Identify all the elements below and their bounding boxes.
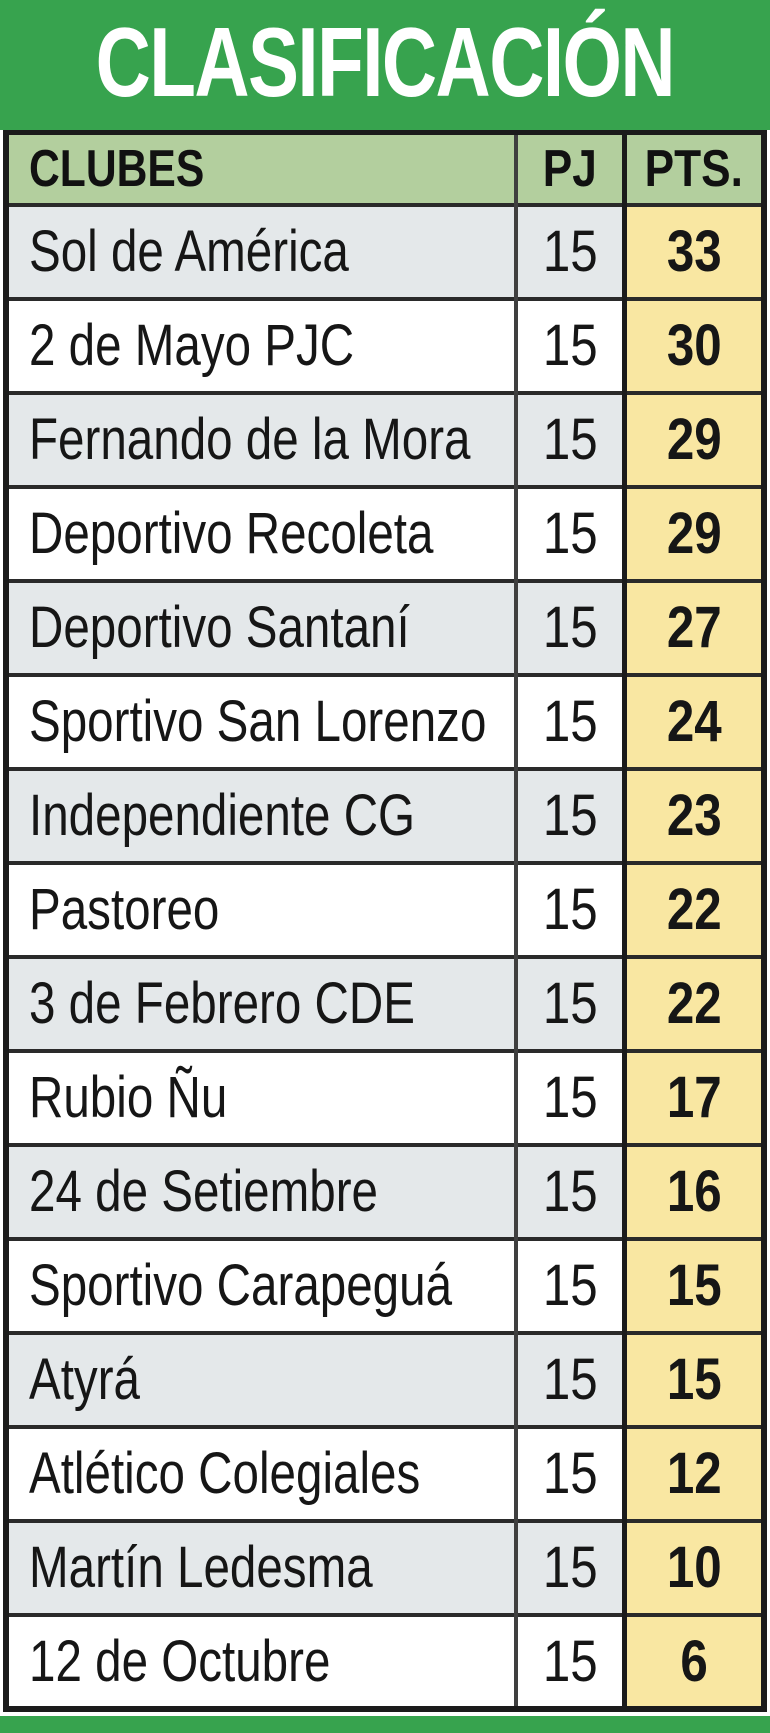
pts-cell: 10 bbox=[622, 1518, 764, 1615]
table-row: Sol de América 15 33 bbox=[6, 202, 764, 299]
pj-cell: 15 bbox=[514, 1612, 625, 1709]
table-row: 3 de Febrero CDE 15 22 bbox=[6, 954, 764, 1051]
club-cell: Atyrá bbox=[6, 1330, 517, 1427]
pj-cell: 15 bbox=[514, 1424, 625, 1521]
club-cell: 12 de Octubre bbox=[6, 1612, 517, 1709]
club-cell: 2 de Mayo PJC bbox=[6, 296, 517, 393]
pj-cell: 15 bbox=[514, 860, 625, 957]
table-row: Sportivo San Lorenzo 15 24 bbox=[6, 672, 764, 769]
table-row: Deportivo Santaní 15 27 bbox=[6, 578, 764, 675]
table-row: Sportivo Carapeguá 15 15 bbox=[6, 1236, 764, 1333]
pts-cell: 30 bbox=[622, 296, 764, 393]
pts-cell: 24 bbox=[622, 672, 764, 769]
pts-cell: 22 bbox=[622, 954, 764, 1051]
standings-table: CLUBES PJ PTS. Sol de América 15 33 2 de… bbox=[3, 130, 767, 1712]
column-header-clubs: CLUBES bbox=[6, 132, 517, 205]
club-cell: 24 de Setiembre bbox=[6, 1142, 517, 1239]
club-cell: Sportivo Carapeguá bbox=[6, 1236, 517, 1333]
table-row: Martín Ledesma 15 10 bbox=[6, 1518, 764, 1615]
pj-cell: 15 bbox=[514, 296, 625, 393]
club-cell: Pastoreo bbox=[6, 860, 517, 957]
table-row: Deportivo Recoleta 15 29 bbox=[6, 484, 764, 581]
column-header-pts: PTS. bbox=[622, 132, 764, 205]
pts-cell: 23 bbox=[622, 766, 764, 863]
bottom-gap bbox=[0, 1711, 770, 1716]
pts-cell: 22 bbox=[622, 860, 764, 957]
table-row: Pastoreo 15 22 bbox=[6, 860, 764, 957]
pts-cell: 29 bbox=[622, 390, 764, 487]
table-row: Atlético Colegiales 15 12 bbox=[6, 1424, 764, 1521]
club-cell: Deportivo Santaní bbox=[6, 578, 517, 675]
table-row: Atyrá 15 15 bbox=[6, 1330, 764, 1427]
table-row: Independiente CG 15 23 bbox=[6, 766, 764, 863]
pj-cell: 15 bbox=[514, 1142, 625, 1239]
table-row: Fernando de la Mora 15 29 bbox=[6, 390, 764, 487]
pts-cell: 15 bbox=[622, 1236, 764, 1333]
club-cell: Martín Ledesma bbox=[6, 1518, 517, 1615]
pj-cell: 15 bbox=[514, 672, 625, 769]
club-cell: Independiente CG bbox=[6, 766, 517, 863]
table-row: 24 de Setiembre 15 16 bbox=[6, 1142, 764, 1239]
title-bar: CLASIFICACIÓN bbox=[0, 0, 770, 130]
club-cell: Rubio Ñu bbox=[6, 1048, 517, 1145]
pj-cell: 15 bbox=[514, 1330, 625, 1427]
club-cell: Sportivo San Lorenzo bbox=[6, 672, 517, 769]
bottom-green-bar bbox=[0, 1715, 770, 1733]
pts-cell: 12 bbox=[622, 1424, 764, 1521]
club-cell: Deportivo Recoleta bbox=[6, 484, 517, 581]
pj-cell: 15 bbox=[514, 1518, 625, 1615]
pj-cell: 15 bbox=[514, 390, 625, 487]
header-row: CLUBES PJ PTS. bbox=[6, 132, 764, 205]
table-row: 2 de Mayo PJC 15 30 bbox=[6, 296, 764, 393]
pts-cell: 17 bbox=[622, 1048, 764, 1145]
pj-cell: 15 bbox=[514, 578, 625, 675]
club-cell: Fernando de la Mora bbox=[6, 390, 517, 487]
column-header-pj: PJ bbox=[514, 132, 625, 205]
pts-cell: 29 bbox=[622, 484, 764, 581]
table-row: Rubio Ñu 15 17 bbox=[6, 1048, 764, 1145]
club-cell: 3 de Febrero CDE bbox=[6, 954, 517, 1051]
pts-cell: 16 bbox=[622, 1142, 764, 1239]
pts-cell: 6 bbox=[622, 1612, 764, 1709]
pj-cell: 15 bbox=[514, 766, 625, 863]
page-title: CLASIFICACIÓN bbox=[95, 6, 676, 117]
pj-cell: 15 bbox=[514, 202, 625, 299]
pj-cell: 15 bbox=[514, 484, 625, 581]
pts-cell: 27 bbox=[622, 578, 764, 675]
pts-cell: 33 bbox=[622, 202, 764, 299]
pts-cell: 15 bbox=[622, 1330, 764, 1427]
club-cell: Atlético Colegiales bbox=[6, 1424, 517, 1521]
pj-cell: 15 bbox=[514, 1236, 625, 1333]
pj-cell: 15 bbox=[514, 1048, 625, 1145]
table-row: 12 de Octubre 15 6 bbox=[6, 1612, 764, 1709]
pj-cell: 15 bbox=[514, 954, 625, 1051]
club-cell: Sol de América bbox=[6, 202, 517, 299]
